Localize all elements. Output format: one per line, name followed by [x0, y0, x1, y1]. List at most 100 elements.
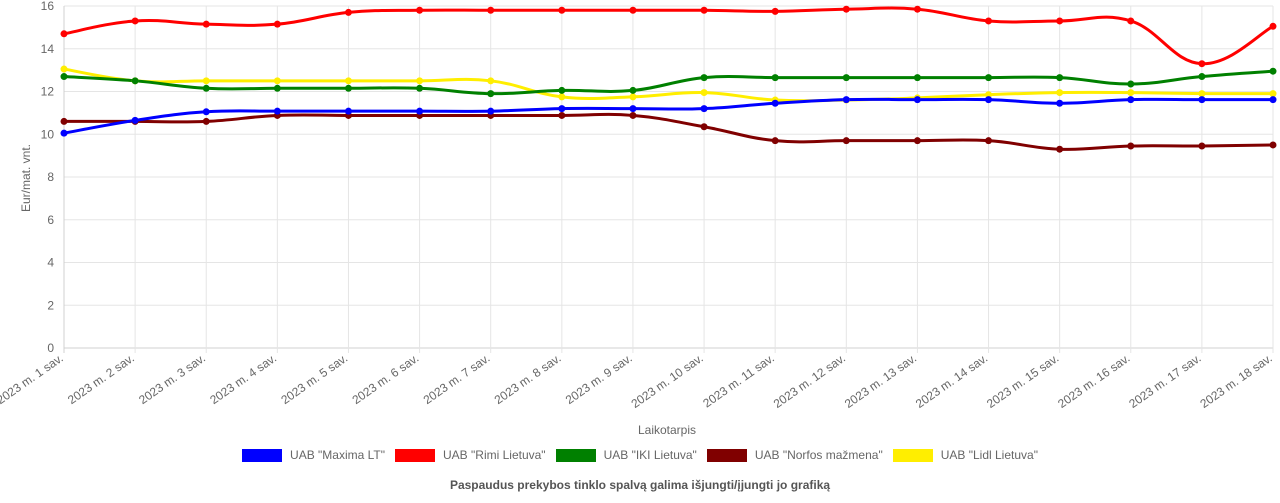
- legend-swatch[interactable]: [242, 448, 283, 462]
- data-point[interactable]: [985, 137, 993, 145]
- data-point[interactable]: [1127, 142, 1135, 150]
- data-point[interactable]: [629, 111, 637, 119]
- data-point[interactable]: [60, 129, 68, 137]
- data-point[interactable]: [913, 5, 921, 13]
- legend-swatch[interactable]: [395, 448, 436, 462]
- data-point[interactable]: [1269, 141, 1277, 149]
- data-point[interactable]: [1056, 74, 1064, 82]
- legend-item[interactable]: UAB "Lidl Lietuva": [892, 448, 1038, 462]
- legend-swatch[interactable]: [892, 448, 933, 462]
- data-point[interactable]: [416, 84, 424, 92]
- data-point[interactable]: [1269, 67, 1277, 75]
- data-point[interactable]: [60, 30, 68, 38]
- legend-item[interactable]: UAB "IKI Lietuva": [555, 448, 697, 462]
- data-point[interactable]: [416, 6, 424, 14]
- data-point[interactable]: [273, 107, 281, 115]
- data-point[interactable]: [842, 137, 850, 145]
- data-point[interactable]: [558, 111, 566, 119]
- data-point[interactable]: [985, 74, 993, 82]
- data-point[interactable]: [60, 73, 68, 81]
- legend-item[interactable]: UAB "Rimi Lietuva": [395, 448, 546, 462]
- data-point[interactable]: [700, 123, 708, 131]
- data-point[interactable]: [487, 107, 495, 115]
- x-axis-ticks: 2023 m. 1 sav. 2023 m. 2 sav. 2023 m. 3 sa…: [0, 351, 1275, 411]
- data-point[interactable]: [1269, 96, 1277, 104]
- data-point[interactable]: [985, 96, 993, 104]
- data-point[interactable]: [131, 77, 139, 85]
- data-point[interactable]: [1127, 17, 1135, 25]
- data-point[interactable]: [842, 5, 850, 13]
- data-point[interactable]: [487, 77, 495, 85]
- data-point[interactable]: [842, 96, 850, 104]
- data-point[interactable]: [1269, 22, 1277, 30]
- series-line-0: [62, 97, 1275, 135]
- data-point[interactable]: [771, 74, 779, 82]
- legend-swatch[interactable]: [555, 448, 596, 462]
- data-point[interactable]: [913, 96, 921, 104]
- data-point[interactable]: [131, 17, 139, 25]
- data-point[interactable]: [1056, 99, 1064, 107]
- y-tick-label: 16: [41, 0, 55, 13]
- data-point[interactable]: [1269, 90, 1277, 98]
- data-point[interactable]: [700, 105, 708, 113]
- data-point[interactable]: [487, 90, 495, 98]
- data-point[interactable]: [273, 77, 281, 85]
- series-line-2: [62, 69, 1275, 96]
- data-point[interactable]: [202, 20, 210, 28]
- data-point[interactable]: [273, 20, 281, 28]
- data-point[interactable]: [487, 6, 495, 14]
- data-point[interactable]: [1198, 142, 1206, 150]
- y-tick-label: 10: [41, 127, 55, 141]
- data-point[interactable]: [1198, 96, 1206, 104]
- data-point[interactable]: [629, 105, 637, 113]
- data-point[interactable]: [202, 117, 210, 125]
- data-point[interactable]: [202, 77, 210, 85]
- data-point[interactable]: [771, 7, 779, 15]
- data-point[interactable]: [131, 116, 139, 124]
- data-point[interactable]: [700, 6, 708, 14]
- data-point[interactable]: [1198, 90, 1206, 98]
- data-point[interactable]: [771, 99, 779, 107]
- data-point[interactable]: [60, 65, 68, 73]
- data-point[interactable]: [558, 86, 566, 94]
- data-point[interactable]: [1198, 73, 1206, 81]
- data-point[interactable]: [1056, 17, 1064, 25]
- data-point[interactable]: [416, 77, 424, 85]
- data-point[interactable]: [700, 74, 708, 82]
- data-point[interactable]: [629, 6, 637, 14]
- data-point[interactable]: [1127, 89, 1135, 97]
- data-point[interactable]: [771, 137, 779, 145]
- data-point[interactable]: [1127, 96, 1135, 104]
- x-tick-label: 2023 m. 8 sav.: [492, 351, 564, 407]
- data-point[interactable]: [558, 105, 566, 113]
- data-point[interactable]: [913, 137, 921, 145]
- data-point[interactable]: [344, 8, 352, 16]
- data-point[interactable]: [629, 93, 637, 101]
- data-point[interactable]: [1056, 145, 1064, 153]
- legend-item[interactable]: UAB "Maxima LT": [242, 448, 385, 462]
- data-point[interactable]: [913, 74, 921, 82]
- data-point[interactable]: [416, 107, 424, 115]
- data-point[interactable]: [344, 77, 352, 85]
- data-point[interactable]: [1056, 89, 1064, 97]
- data-point[interactable]: [60, 117, 68, 125]
- legend-item[interactable]: UAB "Norfos mažmena": [706, 448, 883, 462]
- data-point[interactable]: [202, 108, 210, 116]
- data-point[interactable]: [558, 93, 566, 101]
- data-point[interactable]: [273, 84, 281, 92]
- data-point[interactable]: [985, 91, 993, 99]
- data-point[interactable]: [700, 89, 708, 97]
- data-point[interactable]: [629, 86, 637, 94]
- legend-swatch[interactable]: [706, 448, 747, 462]
- x-tick-label: 2023 m. 7 sav.: [421, 351, 493, 407]
- data-point[interactable]: [842, 74, 850, 82]
- data-point[interactable]: [1127, 80, 1135, 88]
- data-point[interactable]: [558, 6, 566, 14]
- data-point[interactable]: [1198, 60, 1206, 68]
- legend-label: UAB "Norfos mažmena": [754, 448, 883, 462]
- data-point[interactable]: [344, 107, 352, 115]
- data-point[interactable]: [344, 84, 352, 92]
- x-tick-label: 2023 m. 5 sav.: [278, 351, 350, 407]
- data-point[interactable]: [985, 17, 993, 25]
- data-point[interactable]: [202, 84, 210, 92]
